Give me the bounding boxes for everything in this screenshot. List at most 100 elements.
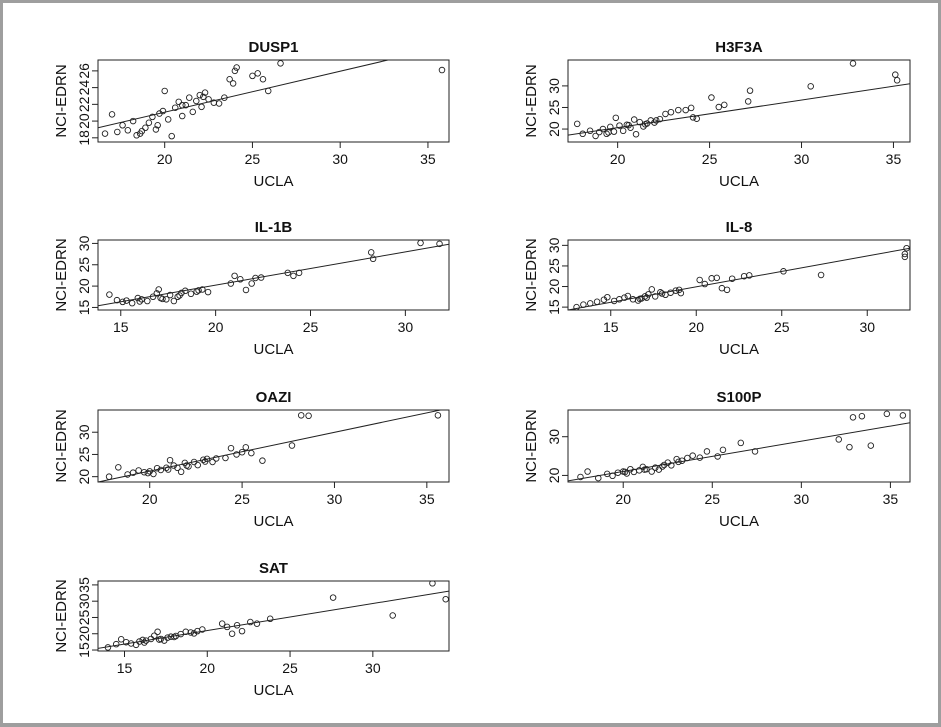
x-tick-label: 25	[774, 319, 790, 335]
x-tick-label: 15	[117, 660, 133, 676]
data-point	[689, 452, 696, 459]
data-point	[233, 64, 240, 71]
data-point	[652, 464, 659, 471]
data-point	[138, 296, 145, 303]
data-point	[667, 108, 675, 116]
x-tick-label: 20	[615, 491, 631, 507]
panel-h3f3a: H3F3A 20 25 30 35 20 25 30 UCLA NCI-EDRN	[523, 39, 911, 190]
data-point	[849, 60, 857, 67]
data-point	[746, 87, 754, 94]
data-point	[689, 114, 697, 121]
data-point	[124, 127, 132, 134]
panel-oazi: OAZI 20 25 30 35 20 25 30 UCLA NCI-EDRN	[53, 389, 450, 530]
data-point	[254, 70, 261, 77]
x-tick-label: 30	[398, 319, 414, 335]
data-point	[668, 462, 675, 469]
data-point	[242, 444, 250, 451]
y-tick-label: 25	[546, 99, 562, 115]
regression-line	[568, 83, 910, 136]
data-point	[675, 286, 683, 294]
data-point	[656, 115, 664, 123]
y-tick-label: 25	[76, 446, 92, 462]
data-point	[253, 620, 261, 627]
panel-title: S100P	[716, 389, 761, 406]
data-point	[641, 466, 648, 473]
data-point	[846, 443, 853, 451]
data-point	[641, 293, 649, 300]
y-tick-label: 20	[76, 469, 92, 485]
data-point	[114, 128, 121, 136]
data-point	[629, 296, 637, 303]
data-point	[153, 290, 161, 297]
data-point	[658, 290, 666, 297]
data-point	[369, 255, 377, 263]
plot-box	[97, 580, 450, 652]
data-point	[584, 468, 591, 475]
data-point	[593, 298, 601, 306]
data-point	[616, 122, 623, 129]
data-point	[573, 120, 581, 128]
data-point	[200, 93, 207, 101]
data-point	[149, 293, 157, 301]
data-point	[288, 442, 296, 449]
data-point	[227, 444, 235, 452]
x-tick-label: 15	[603, 319, 619, 335]
data-point	[215, 100, 223, 107]
data-point	[227, 280, 235, 287]
data-point	[648, 468, 655, 475]
data-point	[737, 439, 745, 447]
data-point	[167, 633, 175, 640]
data-point	[201, 458, 209, 465]
data-point	[648, 286, 656, 293]
data-point	[883, 410, 891, 418]
data-point	[171, 104, 179, 111]
x-tick-label: 35	[886, 151, 902, 167]
x-tick-label: 30	[327, 491, 343, 507]
data-point	[247, 618, 254, 626]
data-point	[607, 123, 614, 131]
data-point	[238, 448, 246, 456]
x-tick-label: 20	[142, 491, 158, 507]
data-point	[893, 77, 901, 84]
data-point	[174, 464, 181, 472]
y-tick-label: 30	[546, 429, 562, 445]
data-point	[599, 125, 607, 133]
x-tick-label: 25	[704, 491, 720, 507]
data-point	[119, 122, 126, 129]
data-point	[161, 87, 168, 95]
data-point	[195, 287, 202, 294]
data-point	[144, 469, 152, 477]
data-point	[429, 581, 436, 587]
data-point	[101, 130, 109, 137]
data-point	[609, 472, 616, 480]
data-point	[155, 286, 162, 293]
data-point	[721, 101, 728, 109]
data-point	[200, 456, 207, 464]
x-tick-label: 20	[610, 151, 626, 167]
data-point	[156, 636, 163, 643]
data-point	[858, 412, 866, 420]
data-point	[586, 300, 594, 307]
data-point	[228, 630, 236, 637]
y-tick-label: 30	[76, 424, 92, 440]
data-point	[675, 106, 682, 114]
data-point	[675, 458, 682, 466]
data-point	[164, 634, 171, 641]
x-tick-label: 35	[883, 491, 899, 507]
y-tick-label: 20	[76, 278, 92, 294]
x-tick-label: 25	[245, 151, 261, 167]
data-point	[128, 299, 136, 307]
data-point	[141, 639, 148, 646]
y-tick-label: 18	[76, 130, 92, 146]
data-point	[153, 464, 161, 472]
panel-title: IL-8	[726, 219, 753, 236]
data-point	[284, 269, 291, 277]
data-point	[678, 457, 686, 464]
y-axis-label: NCI-EDRN	[53, 238, 70, 311]
data-point	[612, 114, 620, 122]
data-point	[892, 71, 899, 78]
data-point	[259, 457, 266, 464]
data-point	[696, 454, 704, 461]
y-tick-label: 25	[76, 609, 92, 625]
